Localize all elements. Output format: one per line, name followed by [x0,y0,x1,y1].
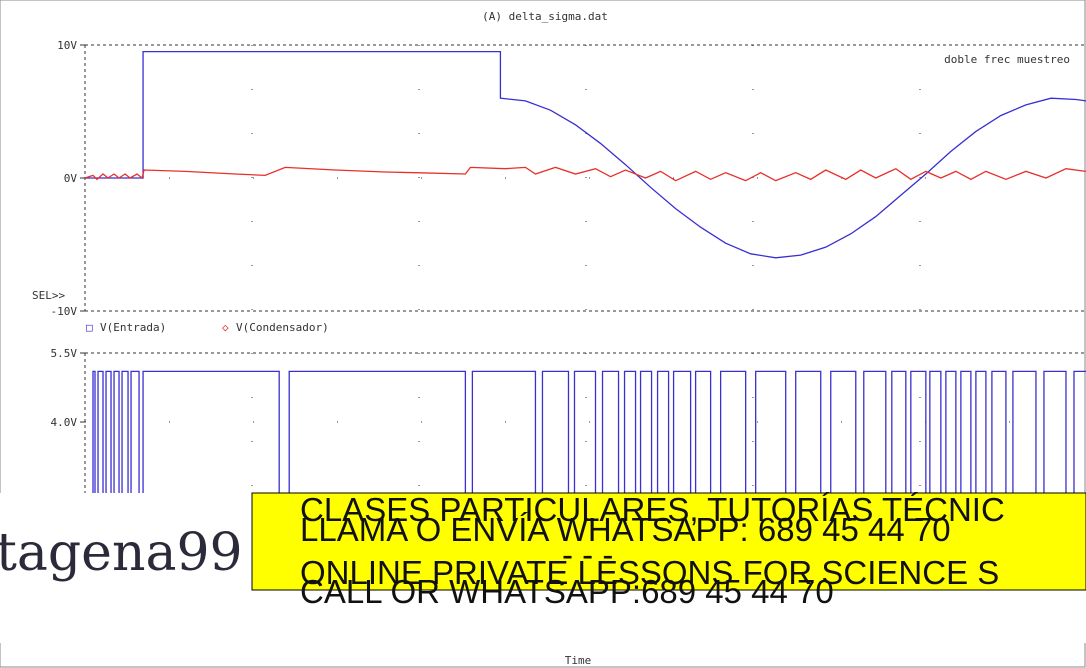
y-tick-label: 5.5V [51,347,78,360]
overlay-text: ONLINE PRIVATE LESSONS FOR SCIENCE S [300,554,999,591]
legend-label: V(Entrada) [100,321,166,334]
y-tick-label: 0V [64,172,78,185]
chart-title: (A) delta_sigma.dat [482,10,608,23]
overlay-text: - - - [562,536,613,573]
y-tick-label: 4.0V [51,416,78,429]
series-line [84,166,1086,182]
overlay-text: CLASES PARTICULARES, TUTORÍAS TÉCNIC [300,491,1005,528]
logo: tagena99 [0,523,243,583]
y-tick-label: -10V [51,305,78,318]
annotation: doble frec muestreo [944,53,1070,66]
series-line [85,51,1086,259]
legend-label: V(Condensador) [236,321,329,334]
legend-marker: ◇ [222,321,229,334]
overlay-text: LLAMA O ENVÍA WHATSAPP: 689 45 44 70 [300,511,951,548]
overlay-banner [251,492,1086,591]
x-axis-label: Time [565,654,592,667]
overlay-text: CALL OR WHATSAPP:689 45 44 70 [300,573,834,610]
y-tick-label: 10V [57,39,77,52]
axis-label: SEL>> [32,289,65,302]
legend-marker: □ [86,321,93,334]
